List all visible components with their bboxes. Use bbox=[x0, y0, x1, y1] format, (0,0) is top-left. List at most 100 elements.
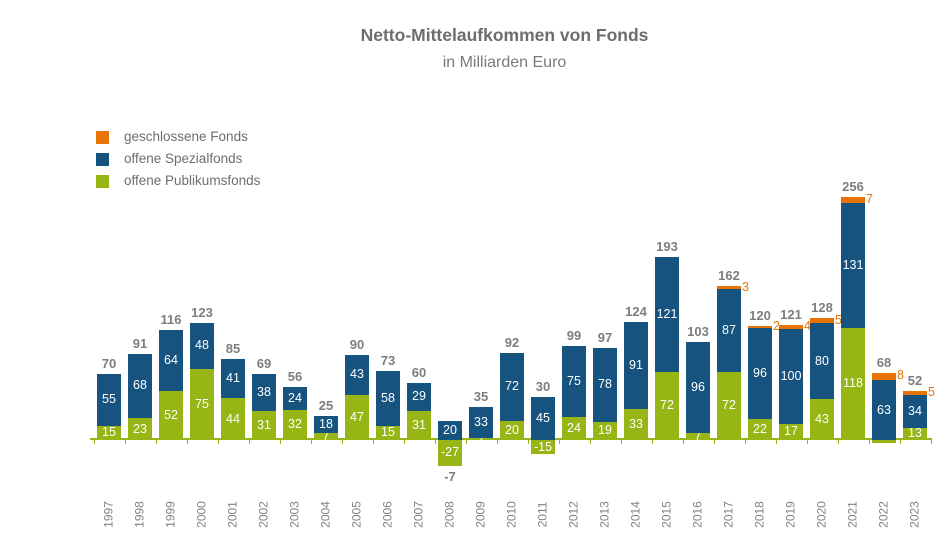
segment-value-label-offene-publikumsfonds-1997: 15 bbox=[102, 425, 116, 440]
segment-value-label-offene-publikumsfonds-2015: 72 bbox=[660, 398, 674, 413]
bar-segment-offene-publikumsfonds-2010 bbox=[500, 421, 524, 440]
total-value-label-2020: 128 bbox=[811, 300, 833, 316]
total-value-label-1999: 116 bbox=[160, 311, 182, 327]
year-label-2016: 2016 bbox=[690, 501, 705, 528]
bar-segment-offene-publikumsfonds-2002 bbox=[252, 410, 276, 440]
bar-segment-offene-spezialfonds-2018 bbox=[748, 327, 772, 420]
bar-segment-offene-spezialfonds-2014 bbox=[624, 322, 648, 409]
year-label-2004: 2004 bbox=[318, 501, 333, 528]
segment-value-label-offene-spezialfonds-2008: 20 bbox=[443, 423, 457, 437]
bar-segment-offene-spezialfonds-2008 bbox=[438, 421, 462, 440]
segment-value-label-geschlossene-fonds-2018: 2 bbox=[773, 318, 780, 333]
total-value-label-2003: 56 bbox=[287, 368, 303, 384]
total-value-label-2002: 69 bbox=[256, 356, 272, 372]
year-label-2015: 2015 bbox=[659, 501, 674, 528]
segment-value-label-offene-spezialfonds-2013: 78 bbox=[598, 377, 612, 392]
bar-segment-offene-spezialfonds-2012 bbox=[562, 345, 586, 418]
year-label-2000: 2000 bbox=[194, 501, 209, 528]
segment-value-label-offene-spezialfonds-2019: 100 bbox=[780, 368, 802, 383]
segment-value-label-offene-spezialfonds-1997: 55 bbox=[102, 392, 116, 407]
axis-tick bbox=[248, 440, 250, 444]
year-label-2009: 2009 bbox=[473, 501, 488, 528]
segment-value-label-geschlossene-fonds-2021: 7 bbox=[866, 192, 873, 207]
segment-value-label-offene-spezialfonds-2014: 91 bbox=[629, 357, 643, 372]
bar-segment-geschlossene-fonds-2022 bbox=[872, 372, 896, 381]
total-value-label-2010: 92 bbox=[504, 334, 520, 350]
segment-value-label-offene-spezialfonds-2010: 72 bbox=[505, 379, 519, 394]
bar-segment-offene-publikumsfonds-2016 bbox=[686, 433, 710, 440]
total-value-label-2001: 85 bbox=[225, 341, 241, 357]
bar-segment-offene-publikumsfonds-2004 bbox=[314, 433, 338, 440]
axis-tick bbox=[93, 440, 95, 444]
bar-segment-offene-spezialfonds-2003 bbox=[283, 386, 307, 410]
segment-value-label-offene-publikumsfonds-2012: 24 bbox=[567, 421, 581, 436]
axis-tick bbox=[155, 440, 157, 444]
segment-value-label-offene-publikumsfonds-2023: 13 bbox=[908, 426, 922, 441]
year-label-2002: 2002 bbox=[256, 501, 271, 528]
bar-segment-offene-publikumsfonds-2019 bbox=[779, 423, 803, 440]
total-value-label-2000: 123 bbox=[191, 305, 213, 321]
bar-segment-offene-spezialfonds-2023 bbox=[903, 395, 927, 428]
axis-tick bbox=[341, 440, 343, 444]
bar-segment-offene-spezialfonds-2011 bbox=[531, 397, 555, 440]
segment-value-label-offene-publikumsfonds-2002: 31 bbox=[257, 417, 271, 432]
axis-tick bbox=[496, 440, 498, 444]
segment-value-label-offene-publikumsfonds-2010: 20 bbox=[505, 423, 519, 437]
segment-value-label-offene-spezialfonds-2021: 131 bbox=[842, 258, 864, 273]
bar-segment-offene-spezialfonds-2005 bbox=[345, 354, 369, 396]
total-value-label-2021: 256 bbox=[842, 178, 864, 194]
segment-value-label-offene-spezialfonds-2002: 38 bbox=[257, 385, 271, 399]
year-label-2006: 2006 bbox=[380, 501, 395, 528]
segment-value-label-offene-spezialfonds-2018: 96 bbox=[753, 366, 767, 380]
year-label-2019: 2019 bbox=[783, 501, 798, 528]
segment-value-label-offene-spezialfonds-1998: 68 bbox=[133, 378, 147, 393]
bar-segment-geschlossene-fonds-2023 bbox=[903, 390, 927, 396]
axis-tick bbox=[558, 440, 560, 444]
segment-value-label-offene-publikumsfonds-2020: 43 bbox=[815, 412, 829, 427]
year-label-2021: 2021 bbox=[845, 501, 860, 528]
segment-value-label-geschlossene-fonds-2017: 3 bbox=[742, 279, 749, 294]
legend-label: offene Publikumsfonds bbox=[124, 173, 261, 188]
axis-tick bbox=[279, 440, 281, 444]
segment-value-label-geschlossene-fonds-2020: 5 bbox=[835, 312, 842, 327]
segment-value-label-offene-spezialfonds-2011: 45 bbox=[536, 411, 550, 426]
legend-label: offene Spezialfonds bbox=[124, 151, 243, 166]
bar-segment-offene-publikumsfonds-2007 bbox=[407, 410, 431, 440]
page-subtitle: in Milliarden Euro bbox=[442, 54, 567, 71]
total-value-label-2015: 193 bbox=[656, 238, 678, 254]
year-label-2008: 2008 bbox=[442, 501, 457, 528]
segment-value-label-offene-spezialfonds-2000: 48 bbox=[195, 338, 209, 353]
bar-segment-offene-publikumsfonds-2022 bbox=[872, 440, 896, 443]
bar-segment-offene-publikumsfonds-2009 bbox=[469, 438, 493, 440]
bar-segment-offene-publikumsfonds-2015 bbox=[655, 371, 679, 440]
segment-value-label-offene-spezialfonds-2004: 18 bbox=[319, 417, 333, 432]
bar-segment-offene-publikumsfonds-2023 bbox=[903, 427, 927, 440]
segment-value-label-offene-publikumsfonds-2001: 44 bbox=[226, 411, 240, 426]
bar-segment-geschlossene-fonds-2020 bbox=[810, 318, 834, 324]
bar-segment-offene-spezialfonds-2016 bbox=[686, 342, 710, 434]
bar-segment-offene-publikumsfonds-2006 bbox=[376, 425, 400, 440]
year-label-2017: 2017 bbox=[721, 501, 736, 528]
orange-square-icon bbox=[96, 130, 109, 144]
year-label-2007: 2007 bbox=[411, 501, 426, 528]
bar-segment-offene-publikumsfonds-2020 bbox=[810, 399, 834, 440]
segment-value-label-offene-publikumsfonds-2019: 17 bbox=[784, 424, 798, 439]
axis-tick bbox=[465, 440, 467, 444]
bar-segment-offene-spezialfonds-2001 bbox=[221, 359, 245, 399]
bar-segment-offene-publikumsfonds-2012 bbox=[562, 417, 586, 440]
legend: geschlossene Fonds offene Spezialfonds o… bbox=[96, 130, 260, 188]
total-value-label-2007: 60 bbox=[411, 365, 427, 380]
bar-segment-geschlossene-fonds-2021 bbox=[841, 196, 865, 204]
bar-segment-offene-publikumsfonds-2001 bbox=[221, 398, 245, 440]
bar-segment-offene-spezialfonds-2020 bbox=[810, 323, 834, 400]
legend-item-offene-spezialfonds: offene Spezialfonds bbox=[96, 152, 260, 166]
total-value-label-1997: 70 bbox=[101, 355, 117, 371]
segment-value-label-offene-spezialfonds-2017: 87 bbox=[722, 322, 736, 337]
year-label-2005: 2005 bbox=[349, 501, 364, 528]
axis-tick bbox=[868, 440, 870, 444]
bar-segment-offene-spezialfonds-2021 bbox=[841, 203, 865, 328]
segment-value-label-offene-publikumsfonds-2011: -15 bbox=[533, 439, 553, 454]
green-square-icon bbox=[96, 174, 109, 188]
